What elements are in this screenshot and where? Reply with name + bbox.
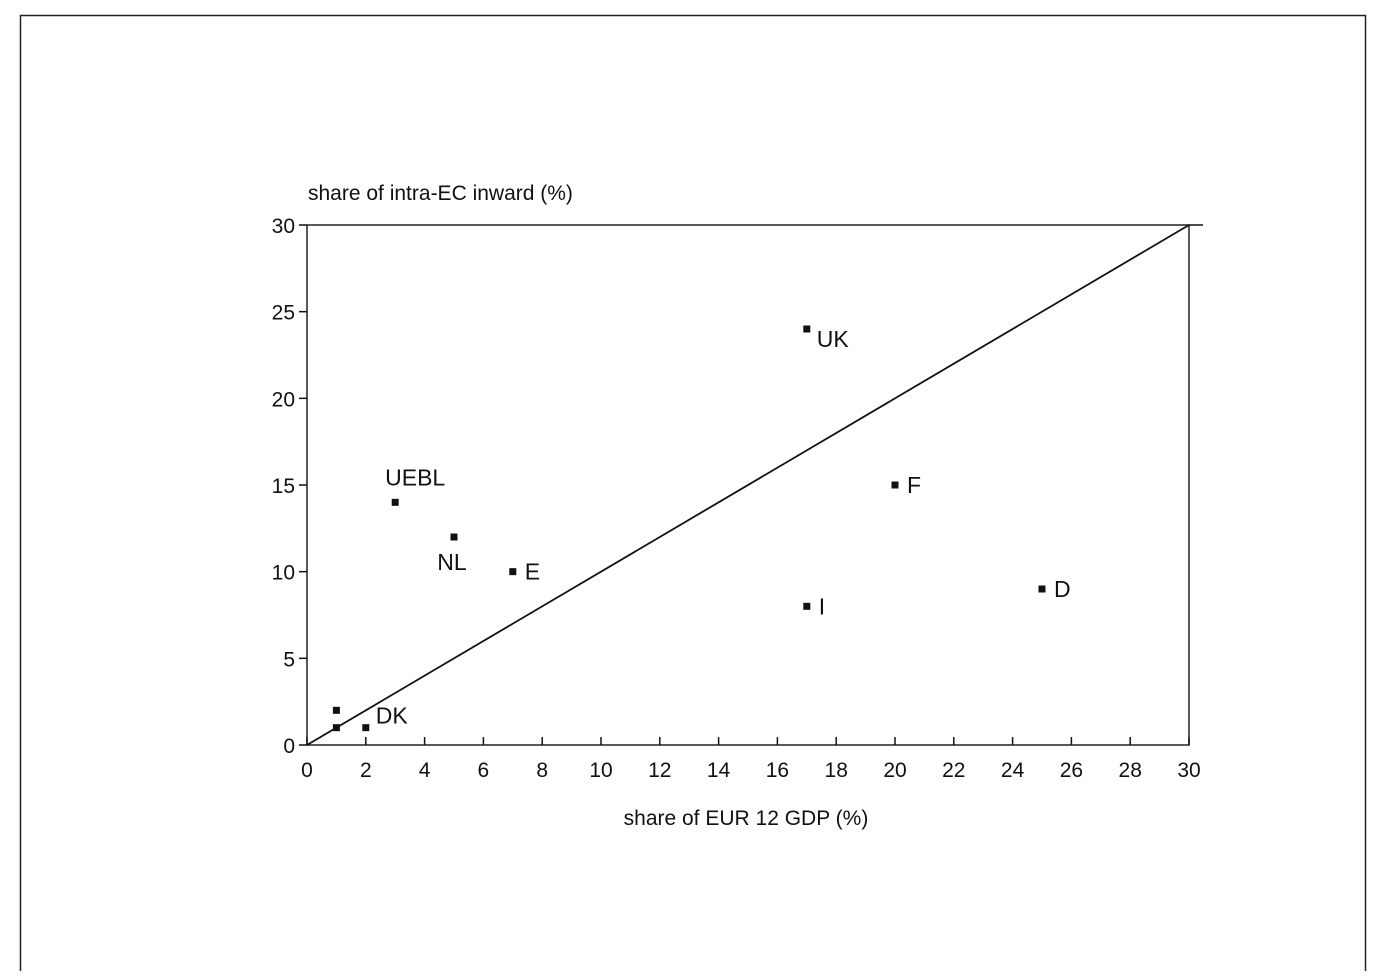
x-axis-label: share of EUR 12 GDP (%) <box>624 807 869 830</box>
data-point <box>332 706 340 714</box>
diagonal-reference-line <box>306 224 1190 746</box>
point-label: F <box>907 472 921 498</box>
data-point <box>332 724 340 732</box>
x-tick-label: 0 <box>301 759 313 782</box>
point-label: D <box>1054 576 1071 602</box>
y-axis-label: share of intra-EC inward (%) <box>308 182 573 205</box>
data-point <box>450 533 458 541</box>
y-tick-label: 30 <box>272 215 295 238</box>
x-tick-label: 4 <box>419 759 431 782</box>
data-point <box>1038 585 1046 593</box>
x-tick-label: 24 <box>1001 759 1025 782</box>
y-tick-label: 10 <box>272 562 295 585</box>
point-label: I <box>819 593 825 619</box>
x-tick-label: 22 <box>942 759 965 782</box>
point-label: E <box>525 559 540 585</box>
y-tick-label: 20 <box>272 388 295 411</box>
point-label: DK <box>376 703 409 729</box>
x-tick-label: 28 <box>1119 759 1142 782</box>
x-tick-label: 12 <box>648 759 671 782</box>
outer-frame <box>19 14 1367 976</box>
x-tick-label: 14 <box>707 759 731 782</box>
point-label: UEBL <box>385 464 445 490</box>
x-tick-label: 18 <box>825 759 848 782</box>
x-tick-label: 10 <box>589 759 612 782</box>
data-points: UK F UEBL NL E D I DK <box>332 325 1071 732</box>
y-tick-label: 5 <box>283 648 295 671</box>
point-label: NL <box>437 549 467 575</box>
data-point <box>362 724 370 732</box>
x-tick-label: 16 <box>766 759 789 782</box>
x-tick-label: 2 <box>360 759 372 782</box>
y-tick-label: 0 <box>283 735 295 758</box>
data-point <box>803 325 811 333</box>
x-tick-label: 6 <box>478 759 490 782</box>
data-point <box>509 568 517 576</box>
point-label: UK <box>817 326 850 352</box>
y-tick-label: 15 <box>272 475 295 498</box>
y-tick-label: 25 <box>272 302 295 325</box>
data-point <box>391 498 399 506</box>
x-tick-label: 26 <box>1060 759 1083 782</box>
data-point <box>803 602 811 610</box>
data-point <box>891 481 899 489</box>
x-tick-label: 30 <box>1177 759 1200 782</box>
x-tick-label: 8 <box>536 759 548 782</box>
reference-line-group <box>306 224 1203 746</box>
x-tick-label: 20 <box>883 759 906 782</box>
